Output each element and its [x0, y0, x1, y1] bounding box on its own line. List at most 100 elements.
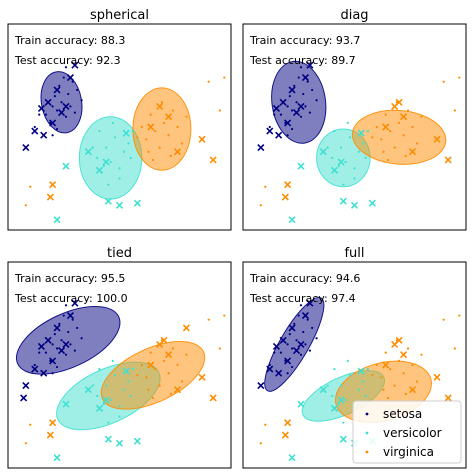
- train-point-setosa: [306, 318, 309, 321]
- train-point-virginica: [163, 359, 166, 362]
- train-point-setosa: [293, 322, 296, 325]
- panel-spherical-test-accuracy: Test accuracy: 92.3: [14, 54, 121, 67]
- train-point-setosa: [297, 314, 300, 317]
- test-point-setosa: [306, 61, 314, 69]
- train-point-setosa: [268, 125, 271, 129]
- train-point-versicolor: [118, 167, 121, 170]
- train-point-virginica: [402, 372, 405, 375]
- train-point-virginica: [375, 363, 378, 367]
- test-point-virginica: [160, 336, 168, 344]
- train-point-virginica: [384, 113, 387, 116]
- train-point-virginica: [140, 363, 143, 367]
- test-point-setosa: [71, 61, 79, 69]
- train-point-versicolor: [348, 374, 352, 377]
- legend-marker-versicolor: [365, 431, 369, 435]
- train-point-versicolor: [105, 384, 108, 387]
- test-point-setosa: [272, 342, 281, 351]
- train-point-virginica: [185, 353, 188, 356]
- test-point-virginica: [156, 102, 164, 110]
- train-point-versicolor: [113, 136, 117, 139]
- test-point-setosa: [284, 357, 292, 365]
- train-point-setosa: [268, 363, 271, 367]
- train-point-versicolor: [346, 121, 349, 124]
- test-point-setosa: [292, 109, 301, 117]
- test-point-setosa: [66, 73, 75, 82]
- panel-spherical-title: spherical: [90, 8, 149, 23]
- train-point-virginica: [375, 125, 378, 129]
- train-point-virginica: [442, 318, 445, 321]
- legend-box: [352, 400, 462, 464]
- test-point-setosa: [40, 131, 48, 139]
- test-point-virginica: [173, 148, 182, 156]
- train-point-virginica: [151, 158, 155, 162]
- test-point-virginica: [46, 431, 54, 439]
- train-point-setosa: [273, 351, 276, 354]
- panel-diag-test-points: [257, 61, 452, 224]
- train-point-setosa: [295, 101, 298, 104]
- train-point-virginica: [264, 185, 267, 188]
- train-point-versicolor: [337, 403, 340, 406]
- test-point-virginica: [284, 419, 292, 427]
- train-point-setosa: [67, 330, 70, 334]
- test-point-versicolor: [319, 386, 327, 394]
- train-point-virginica: [223, 314, 226, 317]
- test-point-setosa: [49, 119, 57, 127]
- train-point-setosa: [76, 326, 79, 330]
- test-point-setosa: [44, 98, 52, 106]
- test-point-setosa: [301, 311, 310, 320]
- test-point-versicolor: [319, 148, 327, 156]
- train-point-setosa: [279, 351, 283, 354]
- test-point-virginica: [209, 394, 217, 402]
- train-point-setosa: [53, 333, 56, 336]
- train-point-versicolor: [326, 146, 329, 149]
- train-point-virginica: [420, 353, 423, 356]
- train-point-setosa: [64, 353, 68, 356]
- legend-marker-setosa: [365, 412, 369, 416]
- test-point-virginica: [182, 324, 190, 332]
- train-point-virginica: [389, 368, 392, 371]
- test-point-setosa: [272, 104, 281, 113]
- test-point-versicolor: [330, 404, 338, 412]
- train-point-versicolor: [331, 394, 334, 397]
- train-point-setosa: [80, 99, 83, 102]
- panel-diag-title: diag: [340, 8, 368, 23]
- test-point-versicolor: [330, 166, 338, 174]
- panel-tied-train-points: [24, 304, 226, 445]
- train-point-versicolor: [102, 403, 105, 406]
- train-point-setosa: [51, 372, 54, 375]
- train-point-virginica: [147, 388, 150, 391]
- test-point-setosa: [20, 394, 28, 402]
- train-point-versicolor: [344, 160, 347, 164]
- train-point-setosa: [279, 113, 283, 116]
- train-point-setosa: [44, 113, 48, 116]
- train-point-setosa: [67, 92, 70, 96]
- train-point-versicolor: [96, 394, 99, 397]
- train-point-virginica: [24, 204, 27, 207]
- panel-tied-test-accuracy: Test accuracy: 100.0: [14, 292, 128, 305]
- train-point-versicolor: [109, 398, 112, 402]
- train-point-virginica: [167, 134, 170, 137]
- panel-tied: tied Train accuracy: 95.5 Test accuracy:…: [7, 246, 232, 469]
- train-point-versicolor: [357, 388, 361, 391]
- test-point-setosa: [49, 357, 57, 365]
- train-point-versicolor: [364, 156, 367, 159]
- train-point-setosa: [64, 115, 68, 118]
- train-point-setosa: [33, 125, 36, 129]
- panel-spherical-test-points: [22, 61, 217, 224]
- legend-label-versicolor: versicolor: [383, 426, 442, 440]
- train-point-versicolor: [366, 368, 369, 371]
- test-point-versicolor: [104, 435, 112, 443]
- test-point-setosa: [57, 109, 66, 117]
- test-point-virginica: [281, 193, 289, 201]
- panel-spherical-train-points: [24, 66, 226, 207]
- train-point-setosa: [304, 105, 307, 108]
- train-point-versicolor: [357, 150, 361, 153]
- test-point-setosa: [257, 144, 265, 152]
- train-point-versicolor: [127, 380, 130, 383]
- test-point-versicolor: [337, 396, 345, 404]
- train-point-versicolor: [348, 136, 352, 139]
- train-point-setosa: [315, 337, 318, 340]
- train-point-setosa: [44, 351, 48, 354]
- panel-full-ellipse-setosa: [264, 296, 325, 392]
